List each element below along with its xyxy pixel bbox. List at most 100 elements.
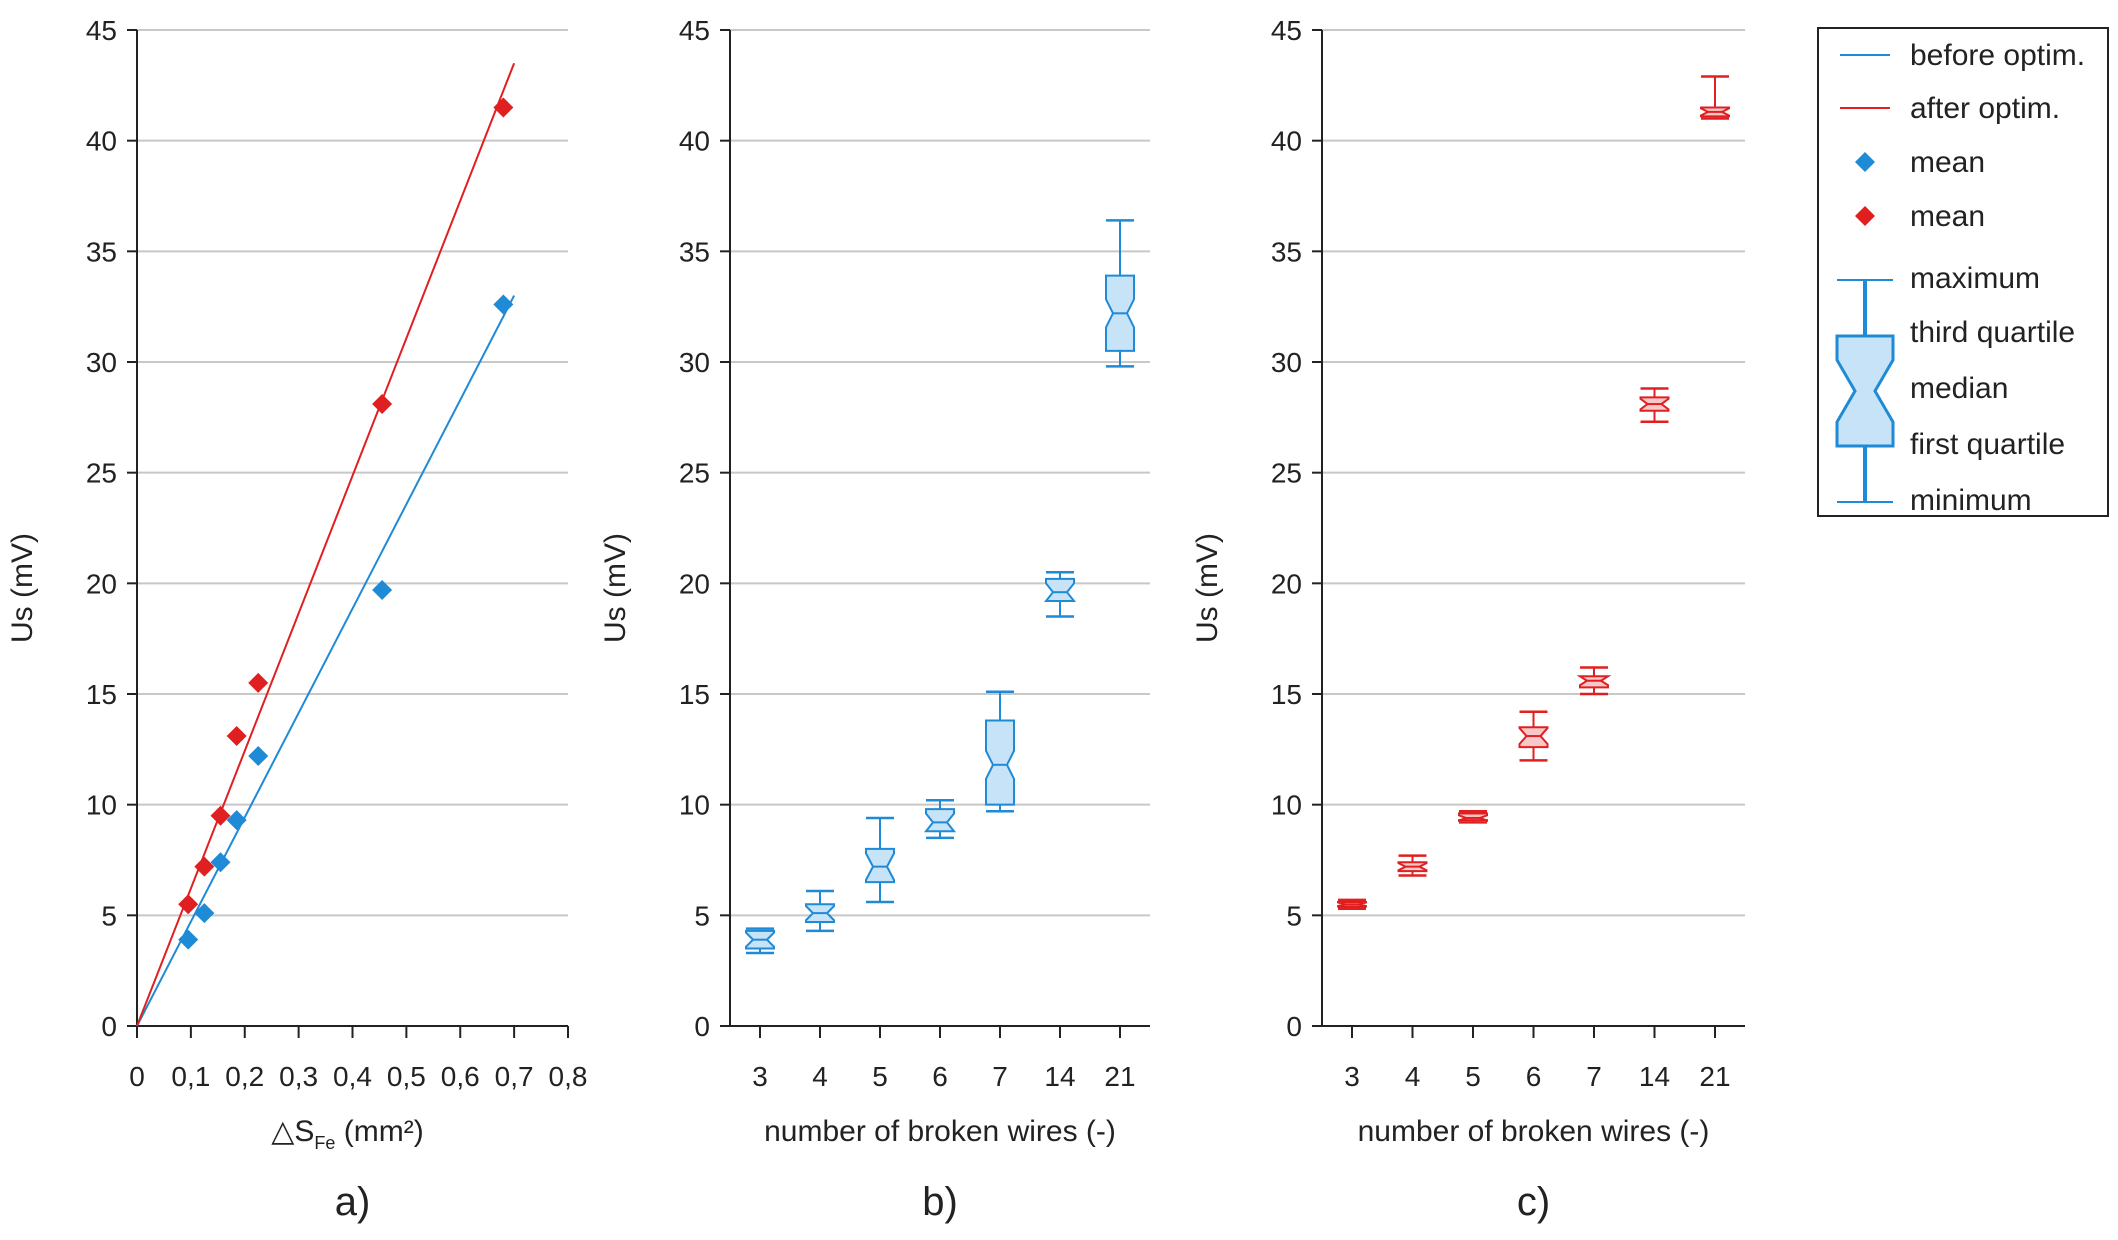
y-tick-label: 40 [679,126,710,157]
legend-label: median [1910,372,2008,405]
panel-a: 0 5 10 15 20 25 30 35 40 45 Us (mV) a) 0 0,1 0,2 0,3 0,4… [6,15,587,1224]
x-tick-label: 0,5 [387,1061,426,1092]
y-tick-label: 15 [86,679,117,710]
y-tick-label: 45 [679,15,710,46]
x-tick-label: 0,3 [279,1061,318,1092]
mean-point-red [194,856,215,877]
y-tick-label: 5 [101,900,117,931]
y-tick-label: 25 [86,458,117,489]
box-body [1518,726,1549,749]
y-tick-label: 20 [1271,568,1302,599]
legend-label: first quartile [1910,428,2065,461]
mean-point-red [210,805,231,826]
mean-point-red [248,672,269,693]
mean-point-red [226,726,247,747]
fit-line-red [136,62,516,1027]
legend-label: before optim. [1910,39,2085,72]
y-axis-label: Us (mV) [599,533,632,643]
x-tick-label: 7 [1586,1061,1602,1092]
x-tick-label: 6 [1526,1061,1542,1092]
mean-point-blue [226,810,247,831]
y-tick-label: 10 [1271,790,1302,821]
y-tick-label: 20 [86,568,117,599]
y-tick-label: 30 [1271,347,1302,378]
mean-point-blue [248,745,269,766]
box-body [985,719,1015,806]
y-tick-label: 0 [101,1011,117,1042]
x-tick-label: 0,1 [171,1061,210,1092]
y-tick-label: 35 [86,236,117,267]
x-axis-label: number of broken wires (-) [764,1115,1116,1148]
x-tick-label: 3 [752,1061,768,1092]
y-tick-label: 40 [1271,126,1302,157]
y-tick-label: 30 [86,347,117,378]
x-tick-label: 0,7 [495,1061,534,1092]
mean-point-blue [178,929,199,950]
mean-point-blue [493,294,514,315]
mean-point-blue [210,852,231,873]
x-tick-label: 0,2 [225,1061,264,1092]
box-body [923,808,957,833]
x-tick-label: 5 [872,1061,888,1092]
legend: before optim. after optim. mean mean maximum… [1817,27,2109,517]
mean-point-blue [194,903,215,924]
legend-label: maximum [1910,262,2040,295]
x-tick-label: 5 [1465,1061,1481,1092]
x-tick-label: 6 [932,1061,948,1092]
legend-box-body [1835,334,1895,448]
legend-label: minimum [1910,484,2032,517]
x-tick-label: 4 [1405,1061,1421,1092]
x-tick-label: 14 [1044,1061,1075,1092]
x-tick-label: 7 [992,1061,1008,1092]
y-tick-label: 35 [1271,236,1302,267]
y-tick-label: 15 [1271,679,1302,710]
mean-point-red [178,894,199,915]
y-tick-label: 20 [679,568,710,599]
x-tick-label: 0,8 [549,1061,588,1092]
fit-line-blue [136,295,516,1027]
y-tick-label: 15 [679,679,710,710]
x-axis-label: △SFe (mm²) [271,1115,423,1153]
x-tick-label: 0 [129,1061,145,1092]
y-tick-label: 5 [694,900,710,931]
x-tick-label: 14 [1639,1061,1670,1092]
x-tick-label: 0,6 [441,1061,480,1092]
mean-point-red [493,97,514,118]
legend-diamond-red [1855,206,1875,226]
legend-diamond-blue [1855,152,1875,172]
legend-label: mean [1910,200,1985,233]
legend-label: mean [1910,146,1985,179]
mean-point-red [372,394,393,415]
y-tick-label: 0 [1286,1011,1302,1042]
y-tick-label: 45 [1271,15,1302,46]
y-tick-label: 5 [1286,900,1302,931]
y-tick-label: 45 [86,15,117,46]
y-tick-label: 10 [679,790,710,821]
box-body [1576,675,1612,689]
panel-label: a) [335,1180,371,1224]
y-tick-label: 40 [86,126,117,157]
y-tick-label: 25 [679,458,710,489]
y-axis-label: Us (mV) [1191,533,1224,643]
x-tick-label: 3 [1344,1061,1360,1092]
y-tick-label: 0 [694,1011,710,1042]
y-tick-label: 30 [679,347,710,378]
mean-point-blue [372,579,393,600]
x-tick-label: 21 [1104,1061,1135,1092]
legend-label: third quartile [1910,316,2075,349]
x-axis-label: number of broken wires (-) [1358,1115,1710,1148]
y-tick-label: 10 [86,790,117,821]
box-body [1043,577,1077,603]
panel-label: b) [922,1180,958,1224]
y-tick-label: 35 [679,236,710,267]
x-tick-label: 0,4 [333,1061,372,1092]
panel-label: c) [1517,1180,1550,1224]
x-tick-label: 21 [1699,1061,1730,1092]
y-axis-label: Us (mV) [6,533,39,643]
legend-label: after optim. [1910,92,2060,125]
x-tick-label: 4 [812,1061,828,1092]
box-body [865,847,895,884]
